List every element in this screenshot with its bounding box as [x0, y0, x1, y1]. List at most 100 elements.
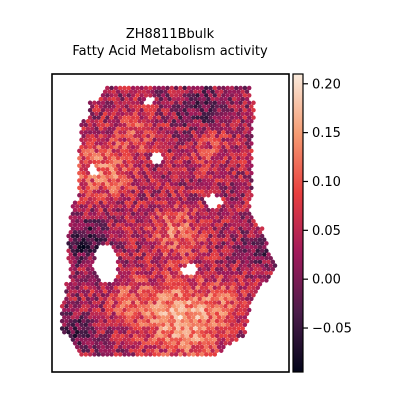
spot — [212, 85, 218, 91]
spot — [216, 181, 222, 187]
spot — [180, 163, 185, 168]
spot — [141, 215, 147, 220]
spot — [246, 93, 252, 98]
spot — [171, 104, 177, 109]
spot — [206, 304, 211, 309]
spot — [113, 196, 119, 202]
spot — [156, 144, 162, 150]
spot — [100, 152, 106, 157]
spot — [165, 278, 170, 283]
spot — [212, 218, 218, 224]
spot — [139, 144, 144, 150]
spot — [167, 252, 172, 257]
spot — [225, 255, 230, 261]
spot — [225, 137, 230, 143]
spot — [203, 130, 209, 135]
spot — [195, 263, 200, 268]
spot — [109, 107, 114, 113]
spot — [191, 137, 196, 143]
spot — [111, 89, 116, 94]
spot — [210, 304, 215, 309]
spot — [85, 148, 91, 154]
spot — [102, 185, 108, 191]
spot — [169, 93, 175, 98]
spot — [163, 326, 168, 331]
spot — [143, 248, 149, 254]
spot — [135, 337, 140, 342]
spot — [173, 226, 179, 231]
spot — [122, 137, 127, 143]
spot — [238, 300, 243, 305]
spot — [81, 348, 86, 353]
spot — [156, 218, 162, 224]
spot — [173, 337, 179, 342]
spot — [180, 96, 185, 102]
spot — [201, 348, 207, 353]
spot — [186, 241, 192, 246]
spot — [148, 159, 153, 165]
spot — [182, 204, 187, 209]
spot — [221, 278, 226, 283]
spot — [94, 333, 99, 339]
spot — [195, 352, 200, 357]
spot — [238, 115, 243, 120]
spot — [210, 244, 215, 250]
spot — [227, 215, 233, 220]
spot — [223, 333, 228, 339]
spot — [85, 304, 91, 309]
spot — [246, 152, 252, 157]
spot — [242, 285, 248, 291]
spot — [66, 255, 71, 261]
spot — [253, 244, 258, 250]
spot — [122, 255, 127, 261]
spot — [107, 163, 112, 168]
spot — [193, 156, 198, 161]
spot — [236, 119, 241, 124]
spot — [186, 352, 192, 357]
spot — [96, 174, 101, 180]
spot — [203, 329, 209, 335]
spot — [128, 207, 134, 213]
spot — [124, 267, 129, 272]
spot — [169, 337, 175, 342]
spot — [130, 196, 136, 202]
spot — [113, 122, 119, 128]
spot — [92, 115, 97, 120]
spot — [124, 348, 129, 353]
spot — [87, 307, 93, 313]
spot — [79, 196, 84, 202]
spot — [126, 152, 132, 157]
spot — [92, 241, 97, 246]
spot — [115, 163, 121, 168]
spot — [83, 204, 89, 209]
spot — [160, 315, 166, 320]
spot — [158, 259, 164, 265]
spot — [246, 196, 252, 202]
spot — [167, 104, 172, 109]
spot — [253, 274, 258, 279]
spot — [137, 230, 142, 235]
spot — [242, 100, 248, 106]
spot — [96, 181, 101, 187]
spot — [236, 89, 241, 94]
spot — [223, 89, 228, 94]
spot — [160, 204, 166, 209]
spot — [90, 304, 95, 309]
spot — [255, 226, 261, 231]
spot — [165, 344, 170, 350]
spot — [64, 311, 69, 316]
spot — [111, 185, 116, 191]
spot — [102, 133, 108, 139]
spot — [214, 193, 220, 198]
spot — [109, 144, 114, 150]
spot — [120, 193, 125, 198]
spot — [251, 255, 256, 261]
spot — [150, 252, 155, 257]
colorbar-tick-label: 0.15 — [312, 126, 341, 141]
spot — [176, 148, 181, 154]
spot — [169, 159, 175, 165]
spot — [83, 292, 89, 298]
spot — [59, 326, 65, 331]
spot — [191, 255, 196, 261]
spot — [197, 193, 202, 198]
